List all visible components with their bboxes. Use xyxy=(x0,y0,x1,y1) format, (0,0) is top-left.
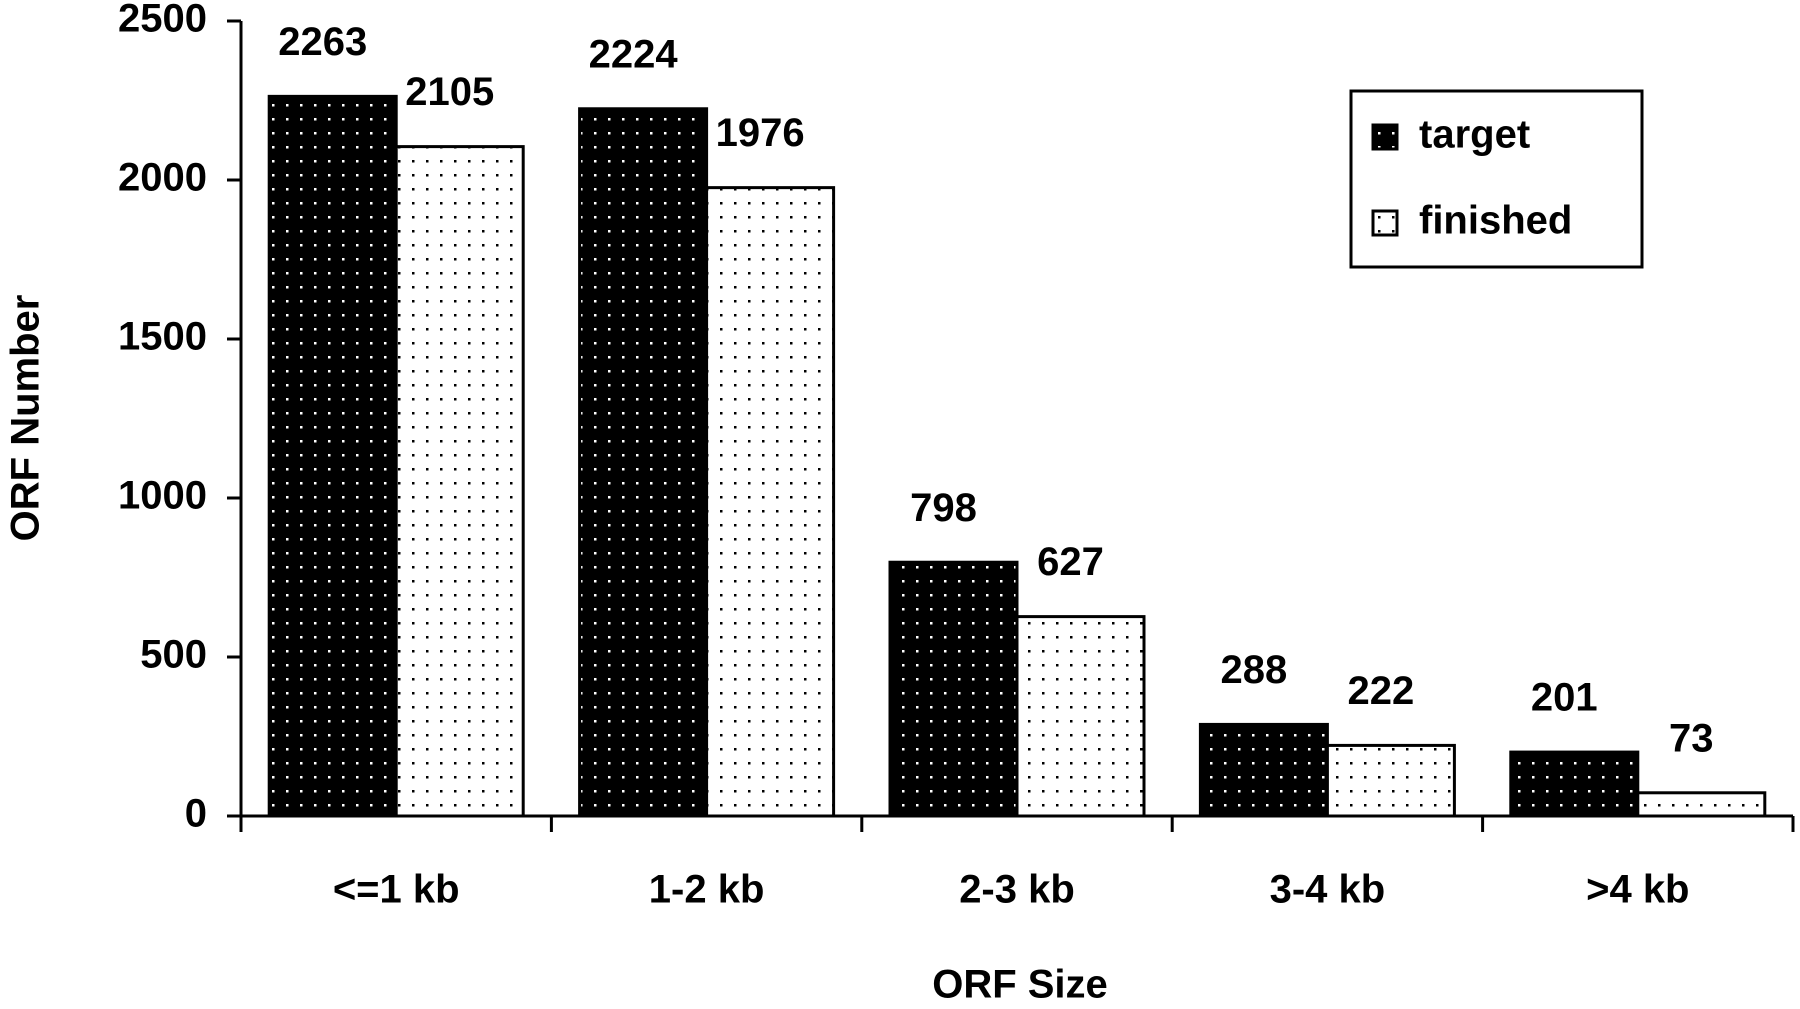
x-tick-label: <=1 kb xyxy=(333,868,460,912)
y-tick-label: 2500 xyxy=(118,0,207,41)
legend-swatch xyxy=(1371,123,1399,151)
value-label: 627 xyxy=(1037,540,1104,584)
y-tick-label: 1000 xyxy=(118,474,207,518)
legend-swatch xyxy=(1371,209,1399,237)
y-axis-label: ORF Number xyxy=(4,295,48,542)
bar xyxy=(1015,615,1146,818)
x-tick-label: 1-2 kb xyxy=(649,868,765,912)
bar xyxy=(1325,743,1456,818)
bar xyxy=(267,94,398,818)
x-axis-label: ORF Size xyxy=(932,963,1108,1007)
x-tick-label: 2-3 kb xyxy=(959,868,1075,912)
value-label: 73 xyxy=(1669,716,1714,760)
bar xyxy=(394,145,525,818)
legend-box xyxy=(1349,89,1644,269)
bar xyxy=(1509,750,1640,818)
value-label: 201 xyxy=(1531,676,1598,720)
value-label: 288 xyxy=(1221,648,1288,692)
y-tick-label: 2000 xyxy=(118,156,207,200)
x-tick-label: >4 kb xyxy=(1586,868,1689,912)
bar xyxy=(578,107,709,818)
value-label: 1976 xyxy=(716,111,805,155)
value-label: 2224 xyxy=(589,32,679,76)
bar xyxy=(1636,791,1767,818)
value-label: 798 xyxy=(910,486,977,530)
value-label: 2263 xyxy=(278,20,367,64)
x-tick-label: 3-4 kb xyxy=(1270,868,1386,912)
legend-label: target xyxy=(1419,113,1530,157)
value-label: 222 xyxy=(1348,669,1415,713)
y-tick-label: 1500 xyxy=(118,315,207,359)
y-tick-label: 0 xyxy=(185,792,207,836)
value-label: 2105 xyxy=(405,70,494,114)
bar xyxy=(705,186,836,818)
bar xyxy=(888,560,1019,818)
bar xyxy=(1198,722,1329,818)
legend-label: finished xyxy=(1419,199,1572,243)
y-tick-label: 500 xyxy=(140,633,207,677)
